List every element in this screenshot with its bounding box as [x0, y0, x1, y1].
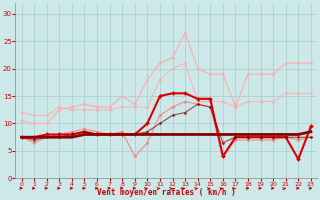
- X-axis label: Vent moyen/en rafales ( km/h ): Vent moyen/en rafales ( km/h ): [97, 188, 236, 197]
